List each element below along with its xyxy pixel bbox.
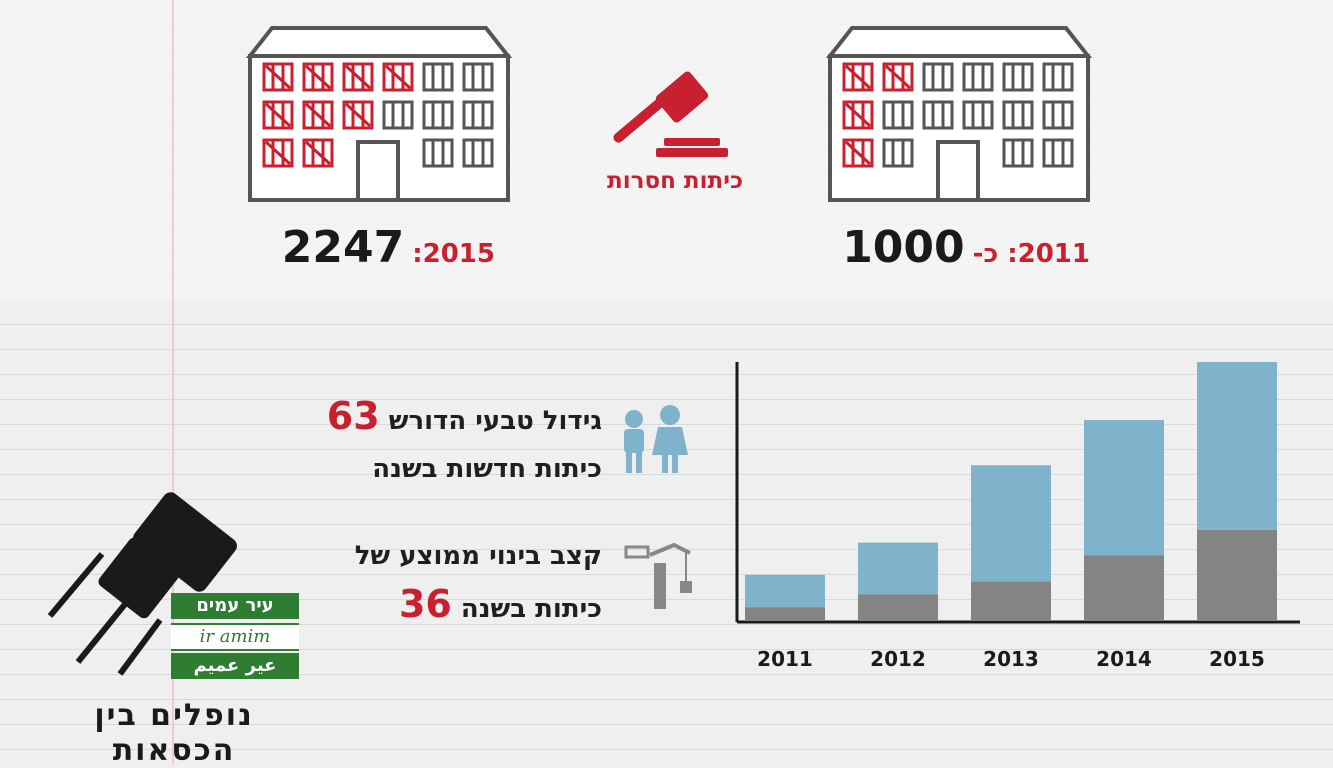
growth-line-1: גידול טבעי הדורש 63 [250,392,602,445]
construction-line-1: קצב בינוי ממוצע של [354,541,602,571]
window [462,100,494,130]
construction-line-2: כיתות בשנה 36 [250,580,602,633]
window [1002,100,1034,130]
logo-latin: ir amim [171,623,299,651]
missing-classroom-window [342,62,374,92]
growth-stat: גידול טבעי הדורש 63 כיתות חדשות בשנה [250,392,602,493]
roof [245,26,513,58]
bar-2015-segment-1 [1197,362,1277,530]
missing-classroom-window [302,100,334,130]
missing-classroom-window [842,62,874,92]
ir-amim-logo-graphic [47,492,237,676]
window [462,138,494,168]
label-2015: 2015: 2247 [275,222,495,273]
bar-2013-segment-0 [971,581,1051,620]
bar-2014-segment-1 [1084,420,1164,556]
missing-classroom-window [302,62,334,92]
construction-stat: קצב בינוי ממוצע של כיתות בשנה 36 [250,532,602,633]
value-2015: 2247 [281,222,405,273]
window [1042,138,1074,168]
missing-classrooms-caption: כיתות חסרות [606,168,743,194]
missing-classroom-window [382,62,414,92]
x-tick-label-2012: 2012 [870,647,926,671]
window [422,62,454,92]
bar-chart: 2011 2012 2013 2014 2015 [735,362,1300,671]
missing-classroom-window [842,100,874,130]
crane-icon [624,542,692,609]
bar-2011-segment-1 [745,574,825,608]
growth-number: 63 [326,394,380,438]
year-label-2015: 2015: [412,239,495,269]
window [1002,62,1034,92]
window [1002,138,1034,168]
missing-classroom-window [262,100,294,130]
bar-2013-segment-1 [971,465,1051,582]
bar-2012-segment-0 [858,594,938,620]
window [962,100,994,130]
gavel-icon [613,71,728,157]
construction-text: כיתות בשנה [460,594,602,624]
growth-line-2: כיתות חדשות בשנה [372,454,602,484]
growth-text: גידול טבעי הדורש [388,406,602,436]
building-2011-icon [825,26,1093,202]
logo-hebrew: עיר עמים [171,593,299,619]
x-tick-label-2015: 2015 [1209,647,1265,671]
missing-classroom-window [262,62,294,92]
missing-classroom-window [882,62,914,92]
window [1042,100,1074,130]
missing-classroom-window [302,138,334,168]
window [922,100,954,130]
window [382,100,414,130]
window [882,100,914,130]
children-icon [624,405,688,473]
door [356,140,400,202]
x-tick-label-2013: 2013 [983,647,1039,671]
value-2011: 1000 [842,222,965,273]
logo-tagline: נופלים בין הכסאות [94,698,254,768]
door [936,140,980,202]
window [422,100,454,130]
missing-classroom-window [262,138,294,168]
window [1042,62,1074,92]
missing-classroom-window [842,138,874,168]
buildings-graphic [245,26,1093,202]
gavel-logo-icon [47,492,237,676]
stat-icons [624,405,692,609]
year-label-2011: 2011: כ- [972,239,1090,269]
bar-2012-segment-1 [858,542,938,595]
window [922,62,954,92]
missing-classroom-window [342,100,374,130]
bar-2011-segment-0 [745,607,825,620]
building-2015-icon [245,26,513,202]
bar-2014-segment-0 [1084,555,1164,620]
window [962,62,994,92]
window [462,62,494,92]
label-2011: 2011: כ- 1000 [840,222,1090,273]
window [422,138,454,168]
x-tick-label-2011: 2011 [757,647,813,671]
x-tick-label-2014: 2014 [1096,647,1152,671]
window [882,138,914,168]
notebook-margin-line [172,0,174,765]
bar-2015-segment-0 [1197,529,1277,620]
construction-number: 36 [398,582,452,626]
logo-arabic: عير عميم [171,653,299,679]
roof [825,26,1093,58]
